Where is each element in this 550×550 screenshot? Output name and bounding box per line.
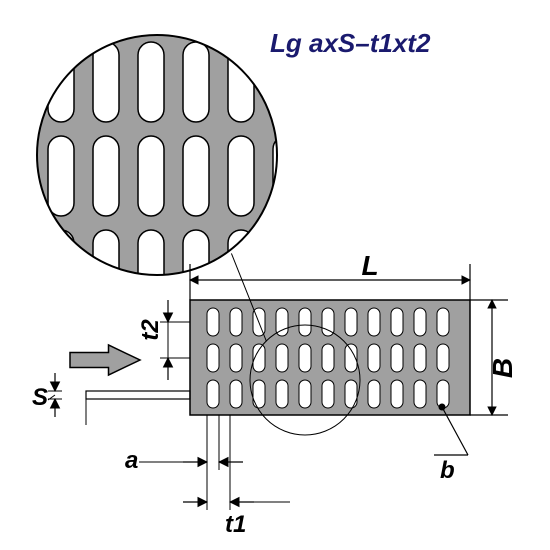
formula-title: Lg axS–t1xt2 bbox=[270, 28, 430, 59]
svg-text:L: L bbox=[361, 250, 378, 281]
svg-text:t1: t1 bbox=[225, 511, 246, 538]
svg-text:B: B bbox=[487, 358, 518, 378]
svg-text:t2: t2 bbox=[137, 319, 164, 341]
svg-text:a: a bbox=[125, 447, 138, 474]
magnifier-detail bbox=[37, 35, 299, 310]
perforated-sheet bbox=[190, 253, 470, 435]
technical-drawing: L Bt2 Sa t1 b bbox=[0, 0, 550, 550]
svg-text:S: S bbox=[32, 384, 48, 411]
svg-text:b: b bbox=[440, 457, 455, 484]
